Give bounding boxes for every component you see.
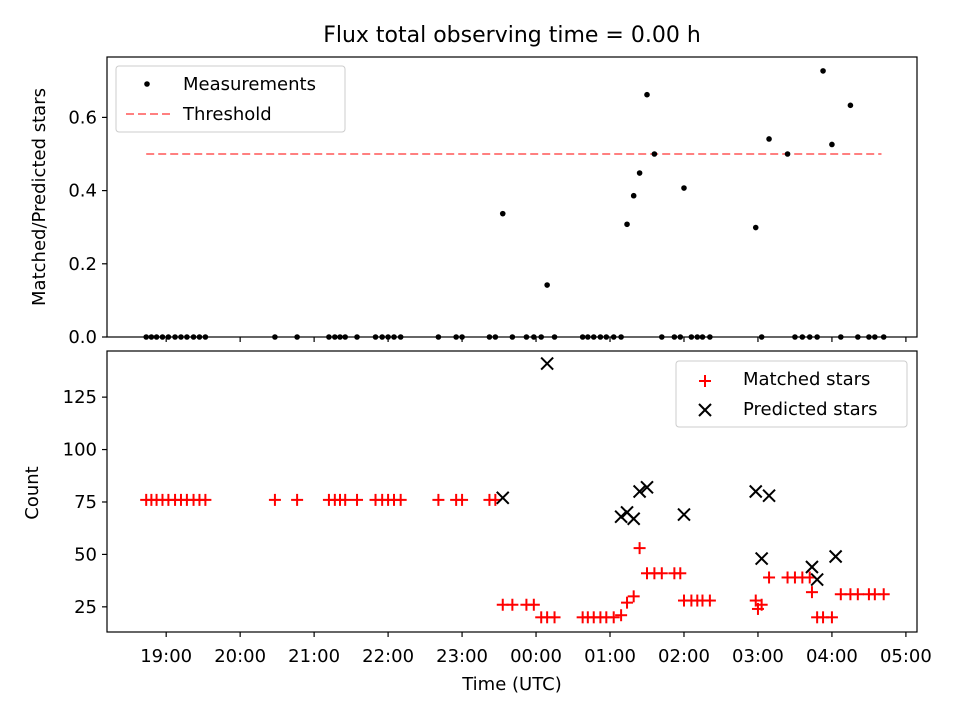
top-axes-frame [106, 56, 918, 338]
measurement-point [630, 192, 637, 199]
predicted-star-point [762, 488, 776, 503]
measurement-point [636, 170, 643, 176]
x-tick-label: 19:00 [140, 646, 192, 667]
predicted-star-point [626, 512, 641, 526]
matched-star-point [877, 588, 890, 601]
bottom-legend-box [675, 360, 908, 428]
bottom-y-axis-label: Count [22, 466, 43, 519]
matched-star-point [633, 542, 646, 555]
matched-star-point [703, 594, 716, 607]
matched-star-point [527, 598, 540, 611]
predicted-star-point [754, 551, 769, 566]
predicted-star-point [749, 484, 763, 499]
measurement-point [644, 91, 650, 98]
x-tick-label: 22:00 [362, 646, 414, 667]
top-legend-box [115, 65, 346, 133]
matched-star-point [268, 493, 281, 506]
legend-matched-marker [699, 375, 711, 387]
bottom-y-tick-label: 50 [74, 544, 97, 565]
predicted-star-point [614, 509, 628, 524]
matched-star-point [339, 493, 352, 506]
predicted-star-point [805, 560, 819, 574]
predicted-star-point [496, 491, 510, 505]
predicted-star-point [810, 572, 824, 587]
chart-title: Flux total observing time = 0.00 h [323, 23, 701, 48]
predicted-star-point [677, 507, 691, 522]
bottom-panel: 25 50 75 100 125 19:00 20:00 21:00 22:00 23:00 00… [22, 350, 932, 695]
top-y-ticks: 0.0 0.2 0.4 0.6 [68, 107, 107, 348]
matched-star-point [621, 596, 634, 609]
bottom-y-tick-label: 100 [63, 440, 97, 461]
x-tick-label: 00:00 [510, 646, 562, 667]
measurement-point [784, 151, 791, 157]
x-tick-label: 04:00 [806, 646, 858, 667]
top-y-tick-label: 0.0 [68, 327, 97, 348]
x-tick-label: 05:00 [880, 646, 932, 667]
matched-star-point [351, 493, 364, 506]
top-y-tick-label: 0.2 [68, 254, 97, 275]
measurement-point [544, 282, 550, 288]
x-tick-label: 20:00 [214, 646, 266, 667]
predicted-star-point [640, 480, 654, 495]
measurement-point [766, 136, 772, 142]
top-x-ticks [165, 337, 907, 342]
measurement-point [499, 210, 506, 217]
matched-star-point [607, 611, 620, 624]
matched-star-point [456, 493, 469, 506]
measurement-point [752, 224, 759, 231]
matched-star-point [674, 567, 687, 580]
x-tick-label: 02:00 [658, 646, 710, 667]
matched-star-point [291, 493, 304, 506]
matched-star-point [825, 611, 838, 624]
measurement-point [847, 102, 854, 109]
legend-predicted-label: Predicted stars [743, 399, 877, 420]
matched-star-point [655, 567, 668, 580]
bottom-y-tick-label: 125 [63, 387, 97, 408]
matched-star-point [851, 588, 864, 601]
x-tick-label: 01:00 [584, 646, 636, 667]
bottom-plot-marks [140, 356, 890, 624]
x-tick-label: 03:00 [732, 646, 784, 667]
matched-star-point [432, 493, 445, 506]
top-panel: 0.0 0.2 0.4 0.6 Matched/Predicted stars Mea… [29, 56, 918, 348]
bottom-legend: Matched stars Predicted stars [675, 360, 908, 428]
x-tick-label: 21:00 [288, 646, 340, 667]
predicted-star-point [632, 484, 647, 499]
matched-star-point [394, 493, 407, 506]
matched-star-point [199, 493, 212, 506]
matched-star-point [627, 590, 640, 603]
bottom-y-tick-label: 25 [74, 597, 97, 618]
predicted-star-point [540, 356, 554, 371]
matched-star-point [805, 586, 818, 599]
bottom-axes-frame [106, 350, 918, 633]
matched-star-point [755, 598, 768, 611]
bottom-y-ticks: 25 50 75 100 125 [63, 387, 107, 618]
matched-star-point [506, 598, 519, 611]
matched-star-point [548, 611, 561, 624]
x-tick-label: 23:00 [436, 646, 488, 667]
bottom-y-tick-label: 75 [74, 492, 97, 513]
legend-predicted-marker [698, 403, 712, 417]
top-legend: Measurements Threshold [115, 65, 346, 133]
measurement-point [820, 68, 826, 74]
top-y-tick-label: 0.4 [68, 181, 97, 202]
measurement-point [651, 151, 658, 157]
legend-matched-label: Matched stars [743, 369, 870, 390]
measurement-point [624, 221, 630, 228]
top-y-axis-label: Matched/Predicted stars [29, 88, 50, 306]
measurement-point [829, 141, 835, 148]
matched-star-point [763, 571, 776, 584]
legend-measurements-label: Measurements [183, 74, 316, 95]
measurement-point [681, 185, 687, 191]
predicted-star-point [828, 549, 843, 564]
top-y-tick-label: 0.6 [68, 107, 97, 128]
matched-star-point [615, 609, 628, 622]
bottom-x-ticks: 19:00 20:00 21:00 22:00 23:00 00:00 01:00 02:00… [140, 632, 932, 667]
legend-measurements-marker [144, 81, 150, 87]
x-axis-label: Time (UTC) [461, 674, 562, 695]
legend-threshold-label: Threshold [182, 104, 272, 125]
